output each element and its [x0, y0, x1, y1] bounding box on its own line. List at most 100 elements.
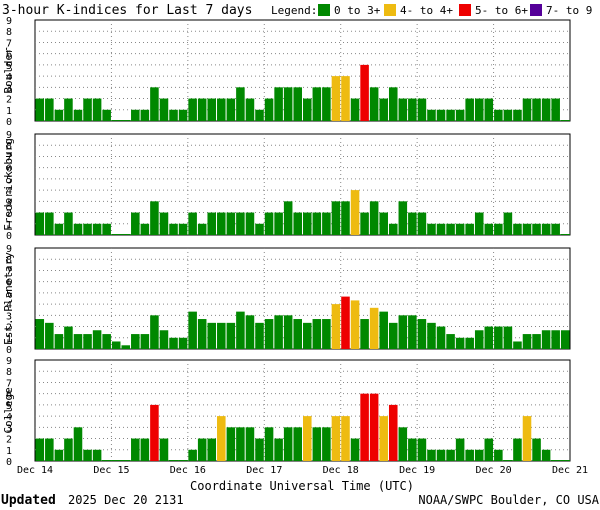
- k-bar: [541, 330, 551, 349]
- k-bar: [45, 212, 54, 235]
- k-bar: [159, 98, 169, 121]
- k-bar: [64, 212, 73, 235]
- k-bar: [532, 98, 541, 121]
- k-bar: [35, 319, 45, 349]
- k-bar: [331, 76, 341, 121]
- y-tick-label: 5: [6, 401, 12, 412]
- k-bar: [54, 223, 64, 235]
- k-bar: [73, 223, 83, 235]
- x-tick-label: Dec 14: [17, 465, 53, 476]
- panel-name: College: [2, 387, 15, 433]
- k-bar: [73, 334, 83, 349]
- k-bar: [513, 223, 522, 235]
- k-bar: [35, 98, 45, 121]
- k-bar: [360, 319, 369, 349]
- k-bar: [274, 315, 283, 349]
- k-bar: [207, 98, 217, 121]
- k-bar: [245, 315, 255, 349]
- k-bar: [503, 326, 513, 349]
- k-bar: [178, 337, 188, 349]
- k-bar: [388, 322, 398, 349]
- k-bar: [312, 427, 322, 461]
- k-bar: [131, 334, 140, 349]
- k-bar: [274, 438, 283, 461]
- k-bar: [92, 330, 102, 349]
- k-bar: [455, 223, 465, 235]
- k-bar: [398, 427, 408, 461]
- k-bar: [312, 212, 322, 235]
- k-bar: [322, 212, 331, 235]
- k-bar: [369, 87, 379, 121]
- k-bar: [35, 212, 45, 235]
- k-bar: [236, 311, 245, 349]
- y-tick-label: 6: [6, 50, 12, 61]
- k-bar: [102, 109, 111, 121]
- k-bar: [398, 201, 408, 235]
- k-bar: [150, 201, 159, 235]
- y-tick-label: 0: [6, 117, 12, 128]
- panel-name: Fredericksburg: [2, 138, 15, 231]
- y-tick-label: 6: [6, 164, 12, 175]
- k-bar: [217, 98, 226, 121]
- x-tick-label: Dec 21: [552, 465, 588, 476]
- k-bar: [494, 449, 503, 461]
- k-bar: [388, 404, 398, 461]
- k-bar: [427, 449, 436, 461]
- k-bar: [283, 87, 293, 121]
- k-bar: [513, 109, 522, 121]
- k-bar: [217, 322, 226, 349]
- k-bar: [369, 307, 379, 349]
- k-bar: [455, 109, 465, 121]
- y-tick-label: 2: [6, 323, 12, 334]
- k-bar: [446, 449, 455, 461]
- k-bar: [522, 334, 532, 349]
- legend-swatch: [318, 4, 330, 16]
- y-tick-label: 1: [6, 220, 12, 231]
- k-bar: [350, 300, 360, 349]
- k-bar: [54, 449, 64, 461]
- k-bar: [417, 319, 427, 349]
- y-tick-label: 0: [6, 457, 12, 468]
- k-bar: [360, 64, 369, 121]
- k-bar: [169, 223, 178, 235]
- legend-entry: 5- to 6+: [475, 4, 528, 17]
- k-bar: [131, 212, 140, 235]
- k-bar: [274, 87, 283, 121]
- k-bar: [150, 315, 159, 349]
- legend-swatch: [530, 4, 542, 16]
- chart-title: 3-hour K-indices for Last 7 days: [2, 3, 252, 18]
- k-bar: [45, 322, 54, 349]
- k-bar: [73, 427, 83, 461]
- k-bar: [264, 319, 274, 349]
- y-tick-label: 1: [6, 106, 12, 117]
- k-bar: [188, 212, 197, 235]
- k-bar: [245, 212, 255, 235]
- k-bar: [73, 109, 83, 121]
- k-bar: [121, 345, 131, 349]
- k-bar: [474, 449, 484, 461]
- k-bar: [140, 438, 150, 461]
- k-bar: [197, 319, 207, 349]
- k-bar: [188, 98, 197, 121]
- k-bar: [303, 322, 312, 349]
- y-tick-label: 5: [6, 175, 12, 186]
- y-tick-label: 0: [6, 345, 12, 356]
- k-bar: [494, 109, 503, 121]
- k-bar: [532, 438, 541, 461]
- k-bar: [169, 337, 178, 349]
- panel-frame: [34, 359, 571, 462]
- k-bar: [312, 87, 322, 121]
- k-bar: [83, 98, 92, 121]
- k-bar: [484, 98, 494, 121]
- k-bar: [159, 212, 169, 235]
- k-bar: [408, 315, 417, 349]
- k-bar: [188, 449, 197, 461]
- k-bar: [427, 223, 436, 235]
- k-bar: [360, 393, 369, 461]
- k-bar: [64, 326, 73, 349]
- k-bar: [465, 337, 474, 349]
- k-bar: [255, 438, 264, 461]
- legend-swatch: [384, 4, 396, 16]
- k-bar: [408, 438, 417, 461]
